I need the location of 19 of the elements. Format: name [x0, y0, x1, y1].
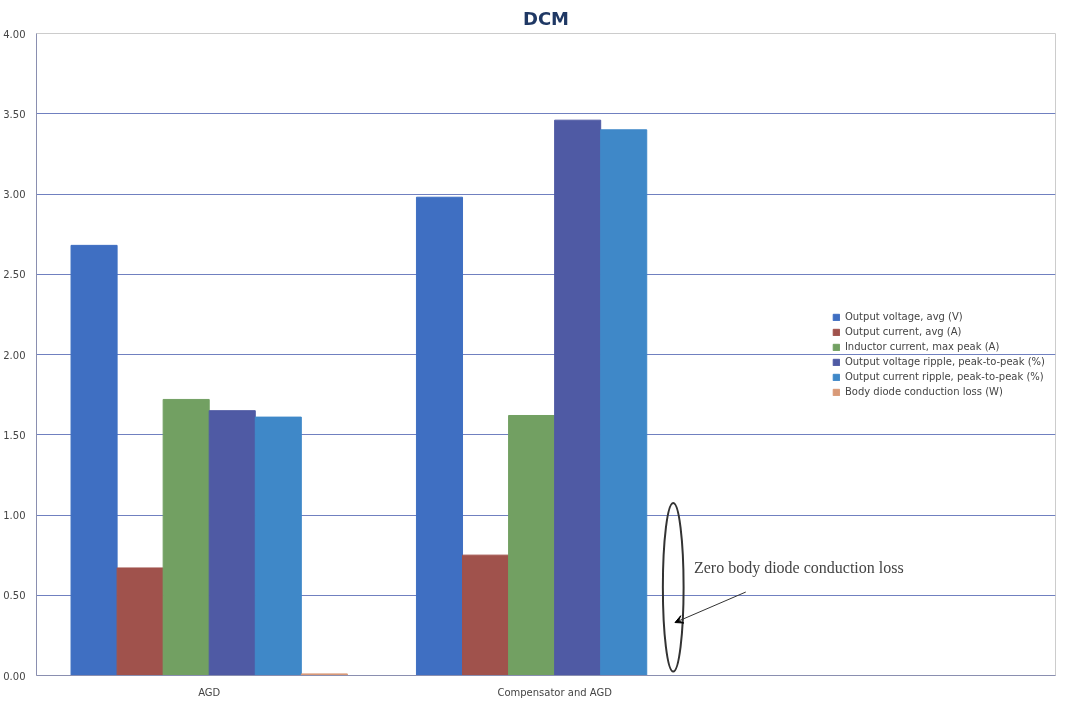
legend-label: Output voltage ripple, peak-to-peak (%) [844, 356, 1045, 367]
legend-label: Inductor current, max peak (A) [844, 341, 1000, 352]
y-tick-label: 2.00 [3, 349, 26, 361]
y-tick-label: 3.50 [3, 108, 26, 120]
y-tick-label: 0.00 [3, 670, 26, 682]
legend-label: Output current, avg (A) [844, 326, 962, 337]
legend-label: Output current ripple, peak-to-peak (%) [844, 371, 1044, 382]
y-tick-label: 0.50 [3, 590, 26, 602]
chart-title: DCM [522, 7, 570, 29]
x-tick-label: Compensator and AGD [497, 686, 613, 698]
y-tick-label: 1.50 [3, 429, 26, 441]
annotation: Zero body diode conduction loss [693, 558, 904, 577]
y-tick-label: 3.00 [3, 189, 26, 200]
legend-label: Body diode conduction loss (W) [844, 386, 1003, 397]
y-tick-label: 2.50 [3, 269, 26, 281]
y-tick-label: 4.00 [3, 28, 26, 40]
x-tick-label: AGD [198, 686, 221, 698]
y-tick-label: 1.00 [3, 510, 26, 521]
legend-label: Output voltage, avg (V) [844, 311, 963, 322]
